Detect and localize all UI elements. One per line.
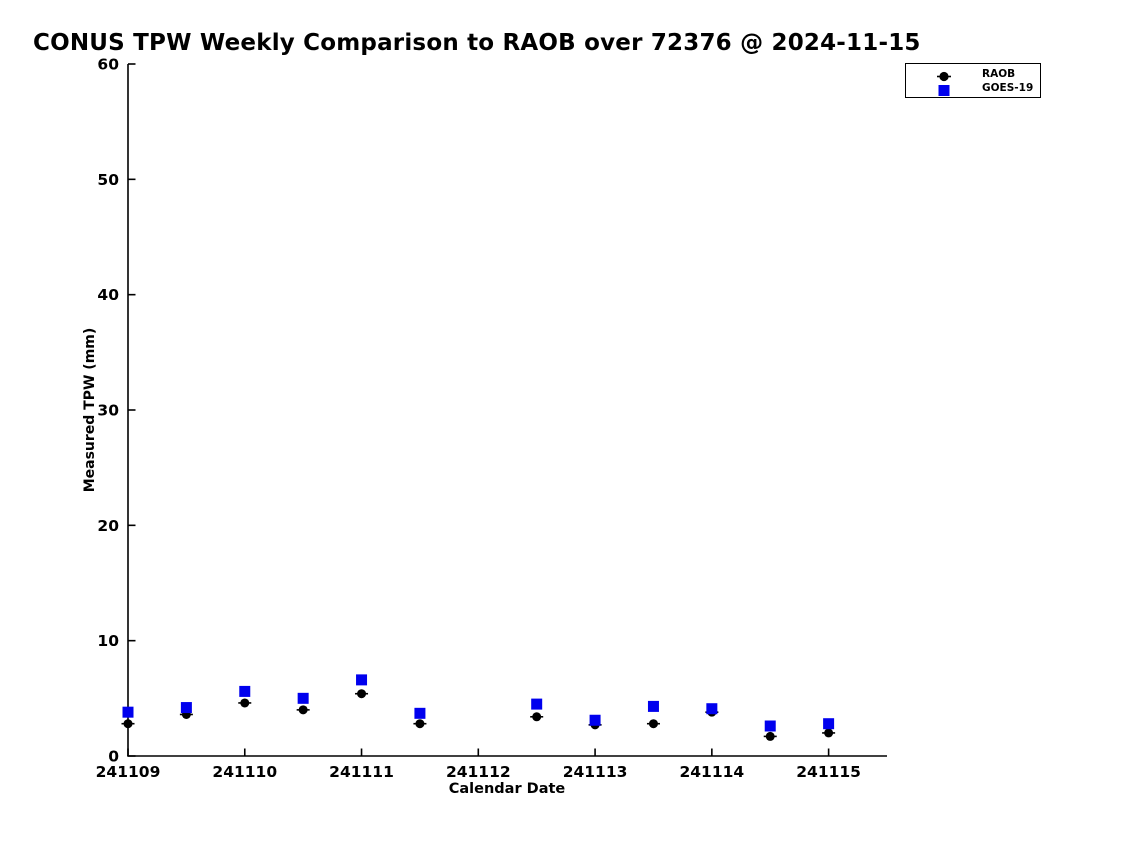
y-tick-label: 60: [97, 56, 119, 74]
goes-19-point: [823, 718, 835, 730]
x-axis-label: Calendar Date: [448, 781, 566, 797]
goes-19-point: [356, 674, 368, 686]
goes-19-point: [297, 692, 309, 704]
raob-legend-marker-icon: [936, 68, 952, 81]
x-tick-label: 241110: [212, 763, 277, 781]
raob-point: [357, 689, 367, 699]
x-tick-label: 241113: [563, 763, 628, 781]
goes-19-point: [589, 714, 601, 726]
y-axis-label: Measured TPW (mm): [82, 327, 98, 493]
y-tick-label: 0: [108, 748, 119, 766]
legend-label-goes-19: GOES-19: [982, 82, 1034, 94]
raob-point: [765, 731, 775, 741]
legend-entry-raob: RAOB: [906, 67, 1040, 81]
y-tick-label: 10: [97, 632, 119, 650]
x-tick-label: 241111: [329, 763, 394, 781]
x-tick-label: 241114: [679, 763, 744, 781]
goes-19-point: [414, 707, 426, 719]
raob-point: [415, 719, 425, 729]
raob-point: [298, 705, 308, 715]
raob-point: [532, 712, 542, 722]
raob-point: [123, 719, 133, 729]
goes-19-point: [764, 720, 776, 732]
y-tick-label: 30: [97, 402, 119, 420]
goes-19-point: [180, 702, 192, 714]
legend-label-raob: RAOB: [982, 68, 1016, 80]
raob-point: [824, 728, 834, 738]
x-tick-label: 241112: [446, 763, 511, 781]
goes-19-point: [239, 685, 251, 697]
raob-point: [648, 719, 658, 729]
goes-19-point: [122, 706, 134, 718]
raob-point: [240, 698, 250, 708]
y-tick-label: 50: [97, 171, 119, 189]
y-tick-label: 40: [97, 286, 119, 304]
legend-entry-goes-19: GOES-19: [906, 81, 1040, 96]
goes-19-point: [531, 698, 543, 710]
chart-title: CONUS TPW Weekly Comparison to RAOB over…: [33, 30, 921, 56]
legend: RAOB GOES-19: [905, 63, 1041, 98]
x-tick-label: 241109: [96, 763, 161, 781]
goes-19-point: [647, 700, 659, 712]
y-tick-label: 20: [97, 517, 119, 535]
goes-19-legend-marker-icon: [936, 82, 952, 96]
x-tick-label: 241115: [796, 763, 861, 781]
goes-19-point: [706, 703, 718, 715]
